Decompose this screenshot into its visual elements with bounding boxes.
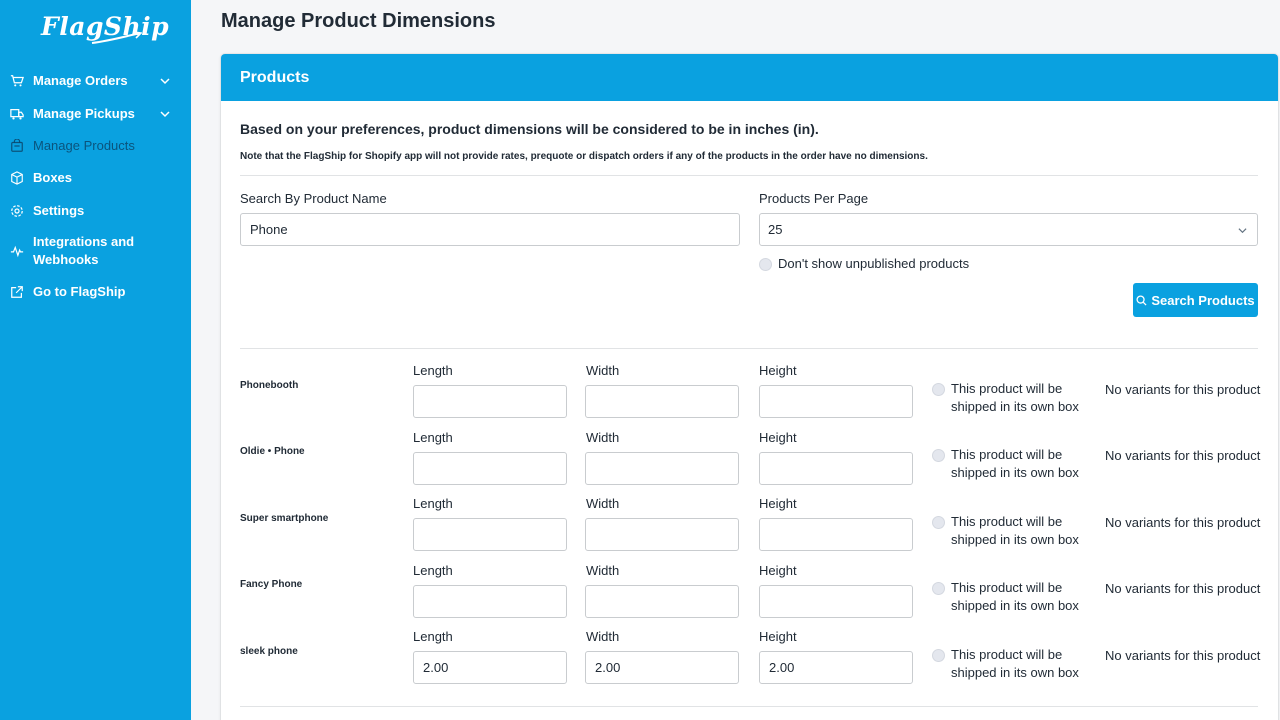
own-box-checkbox[interactable]: [932, 516, 945, 529]
pulse-icon: [10, 245, 24, 258]
sidebar-item-label: Manage Pickups: [33, 106, 135, 121]
sidebar-item-manage-orders[interactable]: Manage Orders: [0, 72, 191, 90]
search-products-button[interactable]: Search Products: [1133, 283, 1258, 317]
search-input[interactable]: [240, 213, 740, 246]
width-input[interactable]: [585, 452, 739, 485]
height-label: Height: [759, 563, 797, 578]
dimensions-note: Note that the FlagShip for Shopify app w…: [240, 151, 928, 162]
own-box-checkbox[interactable]: [932, 582, 945, 595]
chevron-down-icon: [160, 78, 170, 85]
card-header: Products: [221, 54, 1278, 101]
sidebar-item-integrations[interactable]: Integrations and Webhooks: [0, 233, 191, 269]
no-variants-label: No variants for this product: [1105, 448, 1261, 463]
product-name: sleek phone: [240, 646, 298, 657]
search-label: Search By Product Name: [240, 191, 387, 206]
gear-icon: [11, 205, 23, 217]
own-box-checkbox[interactable]: [932, 449, 945, 462]
length-label: Length: [413, 430, 453, 445]
divider: [240, 706, 1258, 707]
width-label: Width: [586, 563, 620, 578]
product-name: Oldie • Phone: [240, 446, 305, 457]
length-input[interactable]: [413, 452, 567, 485]
no-variants-label: No variants for this product: [1105, 515, 1261, 530]
height-label: Height: [759, 496, 797, 511]
logo-swoosh-icon: [91, 31, 142, 44]
height-label: Height: [759, 629, 797, 644]
height-label: Height: [759, 430, 797, 445]
width-input[interactable]: [585, 385, 739, 418]
search-icon: [1136, 294, 1147, 306]
chevron-down-icon: [1238, 228, 1247, 234]
external-link-icon: [11, 286, 23, 298]
length-label: Length: [413, 363, 453, 378]
length-input[interactable]: [413, 585, 567, 618]
width-input[interactable]: [585, 585, 739, 618]
sidebar-item-go-to-flagship[interactable]: Go to FlagShip: [0, 283, 191, 301]
sidebar-item-label: Manage Products: [33, 138, 135, 153]
sidebar-item-label: Boxes: [33, 170, 73, 185]
height-input[interactable]: [759, 452, 913, 485]
own-box-label: This product will be shipped in its own …: [951, 647, 1079, 680]
length-input[interactable]: [413, 518, 567, 551]
length-label: Length: [413, 629, 453, 644]
length-label: Length: [413, 496, 453, 511]
length-input[interactable]: [413, 651, 567, 684]
sidebar-item-label: Manage Orders: [33, 73, 128, 88]
units-info: Based on your preferences, product dimen…: [240, 121, 819, 137]
search-products-label: Search Products: [1151, 292, 1255, 308]
length-label: Length: [413, 563, 453, 578]
box-icon: [11, 171, 23, 185]
sidebar-item-settings[interactable]: Settings: [0, 202, 191, 220]
sidebar-item-label: Integrations and Webhooks: [33, 234, 135, 267]
products-card: Products Based on your preferences, prod…: [221, 54, 1278, 720]
logo-text: FlagShip: [41, 12, 170, 41]
height-input[interactable]: [759, 385, 913, 418]
sidebar-item-label: Settings: [33, 203, 85, 218]
divider: [240, 175, 1258, 176]
chevron-down-icon: [160, 111, 170, 118]
no-variants-label: No variants for this product: [1105, 581, 1261, 596]
divider: [240, 348, 1258, 349]
own-box-checkbox[interactable]: [932, 649, 945, 662]
sidebar-item-boxes[interactable]: Boxes: [0, 169, 191, 187]
width-label: Width: [586, 430, 620, 445]
height-input[interactable]: [759, 518, 913, 551]
height-label: Height: [759, 363, 797, 378]
per-page-select[interactable]: 25: [759, 213, 1258, 246]
width-label: Width: [586, 496, 620, 511]
bag-icon: [11, 139, 23, 152]
own-box-label: This product will be shipped in its own …: [951, 580, 1079, 613]
sidebar-item-manage-products[interactable]: Manage Products: [0, 137, 191, 155]
unpublished-checkbox[interactable]: [759, 258, 772, 271]
width-input[interactable]: [585, 518, 739, 551]
per-page-label: Products Per Page: [759, 191, 869, 206]
height-input[interactable]: [759, 585, 913, 618]
unpublished-label: Don't show unpublished products: [778, 256, 970, 271]
width-input[interactable]: [585, 651, 739, 684]
cart-icon: [10, 75, 24, 87]
truck-icon: [10, 109, 24, 120]
sidebar-item-manage-pickups[interactable]: Manage Pickups: [0, 105, 191, 123]
own-box-label: This product will be shipped in its own …: [951, 514, 1079, 547]
product-name: Super smartphone: [240, 513, 329, 524]
page-title: Manage Product Dimensions: [221, 10, 496, 32]
sidebar-item-label: Go to FlagShip: [33, 284, 126, 299]
sidebar: FlagShip Manage Orders Manage Pickups Ma…: [0, 0, 191, 720]
no-variants-label: No variants for this product: [1105, 648, 1261, 663]
product-name: Phonebooth: [240, 380, 299, 391]
width-label: Width: [586, 363, 620, 378]
no-variants-label: No variants for this product: [1105, 382, 1261, 397]
own-box-label: This product will be shipped in its own …: [951, 447, 1079, 480]
flagship-logo[interactable]: FlagShip: [40, 10, 169, 48]
product-name: Fancy Phone: [240, 579, 303, 590]
own-box-label: This product will be shipped in its own …: [951, 381, 1079, 414]
width-label: Width: [586, 629, 620, 644]
per-page-value: 25: [768, 222, 783, 237]
height-input[interactable]: [759, 651, 913, 684]
own-box-checkbox[interactable]: [932, 383, 945, 396]
length-input[interactable]: [413, 385, 567, 418]
